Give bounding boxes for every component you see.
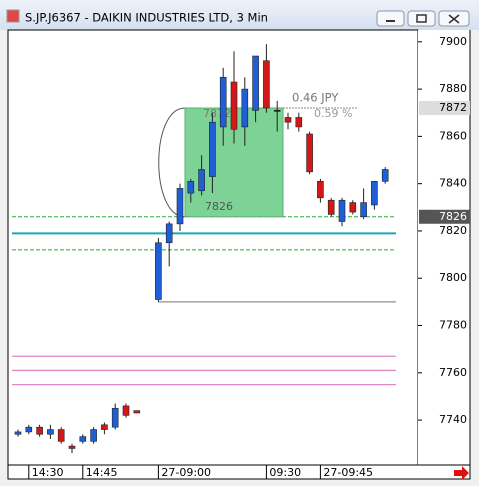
candle-body bbox=[252, 55, 259, 111]
measure-change-pct: 0.59 % bbox=[314, 107, 352, 120]
candle-body bbox=[284, 117, 292, 123]
candle-body bbox=[14, 431, 22, 435]
minimize-icon bbox=[386, 20, 395, 22]
time-axis bbox=[7, 464, 471, 480]
y-tick-label: 7780 bbox=[439, 319, 467, 332]
app-icon bbox=[6, 9, 20, 23]
price-tag bbox=[419, 209, 470, 224]
candle-body bbox=[133, 410, 141, 414]
candle-body bbox=[47, 429, 54, 435]
window-title: S.JP.J6367 - DAIKIN INDUSTRIES LTD, 3 Mi… bbox=[25, 11, 268, 25]
candle-body bbox=[338, 199, 346, 222]
candle-body bbox=[349, 202, 357, 213]
x-tick-label: 14:45 bbox=[86, 466, 118, 479]
price-tag-label: 7826 bbox=[439, 210, 467, 223]
candle-body bbox=[36, 426, 43, 435]
candle-body bbox=[371, 181, 378, 206]
x-tick-label: 27-09:00 bbox=[161, 466, 211, 479]
price-tag bbox=[419, 101, 470, 116]
candle-body bbox=[327, 199, 335, 215]
candle-body bbox=[230, 81, 238, 130]
candle-body bbox=[111, 407, 119, 428]
measure-ellipse bbox=[158, 107, 186, 218]
candle-body bbox=[241, 88, 249, 128]
candle-body bbox=[209, 121, 216, 177]
measure-high-label: 7872 bbox=[203, 107, 231, 120]
close-icon bbox=[448, 14, 460, 24]
price-axis bbox=[418, 30, 470, 465]
candle-body bbox=[295, 117, 303, 128]
candle-body bbox=[101, 424, 108, 430]
candle-body bbox=[360, 202, 367, 218]
minimize-button[interactable] bbox=[376, 10, 405, 27]
y-tick-label: 7760 bbox=[439, 366, 467, 379]
candle-body bbox=[79, 436, 87, 442]
y-tick-label: 7840 bbox=[439, 177, 467, 190]
candle-body bbox=[165, 223, 173, 244]
candle-body bbox=[68, 445, 76, 449]
candle-body bbox=[219, 76, 227, 128]
price-tag-label: 7872 bbox=[439, 101, 467, 114]
x-tick-label: 27-09:45 bbox=[323, 466, 373, 479]
x-tick-label: 09:30 bbox=[269, 466, 301, 479]
measure-low-label: 7826 bbox=[205, 200, 233, 213]
y-tick-label: 7880 bbox=[439, 82, 467, 95]
candle-body bbox=[273, 110, 281, 112]
y-tick-label: 7860 bbox=[439, 129, 467, 142]
maximize-icon bbox=[416, 14, 427, 23]
candle-body bbox=[263, 60, 270, 109]
maximize-button[interactable] bbox=[407, 10, 436, 27]
candle-body bbox=[381, 169, 389, 182]
y-tick-label: 7800 bbox=[439, 271, 467, 284]
x-tick-label: 14:30 bbox=[32, 466, 64, 479]
candle-body bbox=[122, 405, 130, 416]
y-tick-label: 7820 bbox=[439, 224, 467, 237]
y-tick-label: 7740 bbox=[439, 413, 467, 426]
measure-change: 0.46 JPY bbox=[292, 91, 339, 105]
candle-body bbox=[57, 429, 65, 442]
plot-area bbox=[7, 29, 419, 466]
y-tick-label: 7900 bbox=[439, 35, 467, 48]
scroll-arrow[interactable] bbox=[454, 466, 469, 480]
candle-body bbox=[176, 188, 184, 225]
candle-body bbox=[90, 429, 97, 442]
window-buttons[interactable] bbox=[376, 10, 470, 27]
candle-body bbox=[155, 242, 162, 300]
candle-body bbox=[306, 133, 313, 173]
candle-body bbox=[25, 426, 33, 433]
candle-body bbox=[317, 181, 324, 199]
candle-body bbox=[187, 181, 195, 194]
candle-body bbox=[198, 169, 205, 192]
